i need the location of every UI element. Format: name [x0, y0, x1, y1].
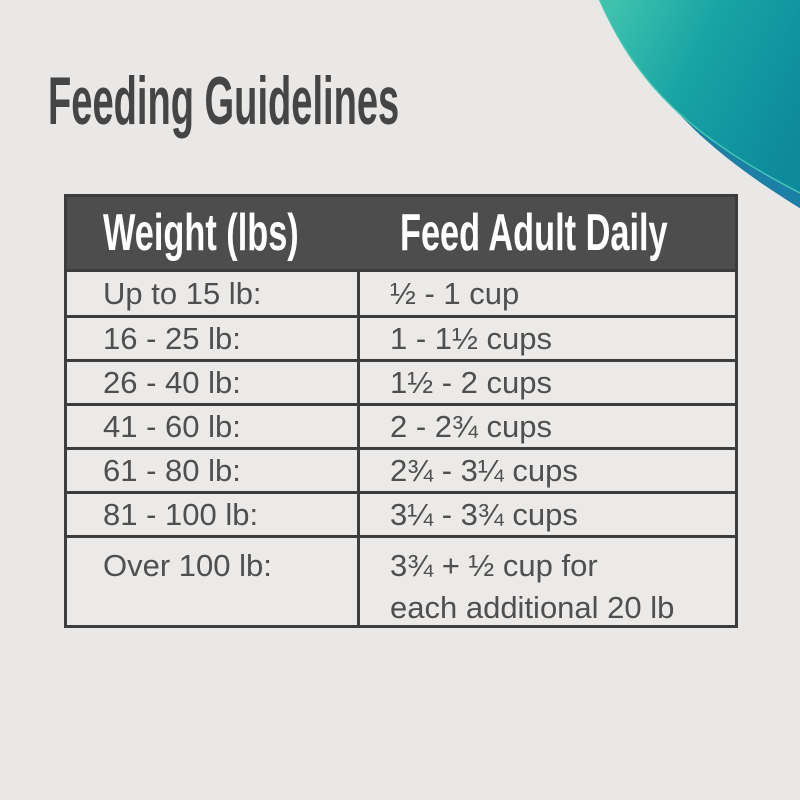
table-row: Up to 15 lb: ½ - 1 cup [67, 269, 735, 315]
wave-teal-body [598, 0, 800, 194]
table-row: 41 - 60 lb: 2 - 2¾ cups [67, 403, 735, 447]
amount-cell: 1½ - 2 cups [390, 364, 552, 400]
weight-cell: 16 - 25 lb: [67, 318, 360, 359]
header-feed-daily: Feed Adult Daily [360, 197, 800, 269]
amount-cell: 3¼ - 3¾ cups [390, 496, 578, 532]
weight-cell: 41 - 60 lb: [67, 406, 360, 447]
amount-cell: 2¾ - 3¼ cups [390, 452, 578, 488]
weight-cell: 61 - 80 lb: [67, 450, 360, 491]
header-weight-label: Weight (lbs) [103, 204, 299, 262]
table-row: 26 - 40 lb: 1½ - 2 cups [67, 359, 735, 403]
weight-cell: 81 - 100 lb: [67, 494, 360, 535]
table-row: 61 - 80 lb: 2¾ - 3¼ cups [67, 447, 735, 491]
weight-cell: Up to 15 lb: [67, 272, 360, 315]
weight-cell: 26 - 40 lb: [67, 362, 360, 403]
table-row: 81 - 100 lb: 3¼ - 3¾ cups [67, 491, 735, 535]
table-row: Over 100 lb: 3¾ + ½ cup for each additio… [67, 535, 735, 625]
header-feed-daily-label: Feed Adult Daily [400, 204, 668, 262]
page-title: Feeding Guidelines [48, 63, 400, 139]
teal-wave-icon [598, 0, 800, 209]
header-weight: Weight (lbs) [67, 197, 360, 269]
amount-cell: 2 - 2¾ cups [390, 408, 552, 444]
amount-cell: 3¾ + ½ cup for each additional 20 lb [390, 548, 675, 625]
feeding-guidelines-table: Weight (lbs) Feed Adult Daily Up to 15 l… [64, 194, 738, 628]
table-header-row: Weight (lbs) Feed Adult Daily [67, 197, 735, 269]
amount-cell: ½ - 1 cup [390, 275, 520, 311]
table-row: 16 - 25 lb: 1 - 1½ cups [67, 315, 735, 359]
weight-cell: Over 100 lb: [67, 538, 360, 625]
amount-cell: 1 - 1½ cups [390, 320, 552, 356]
